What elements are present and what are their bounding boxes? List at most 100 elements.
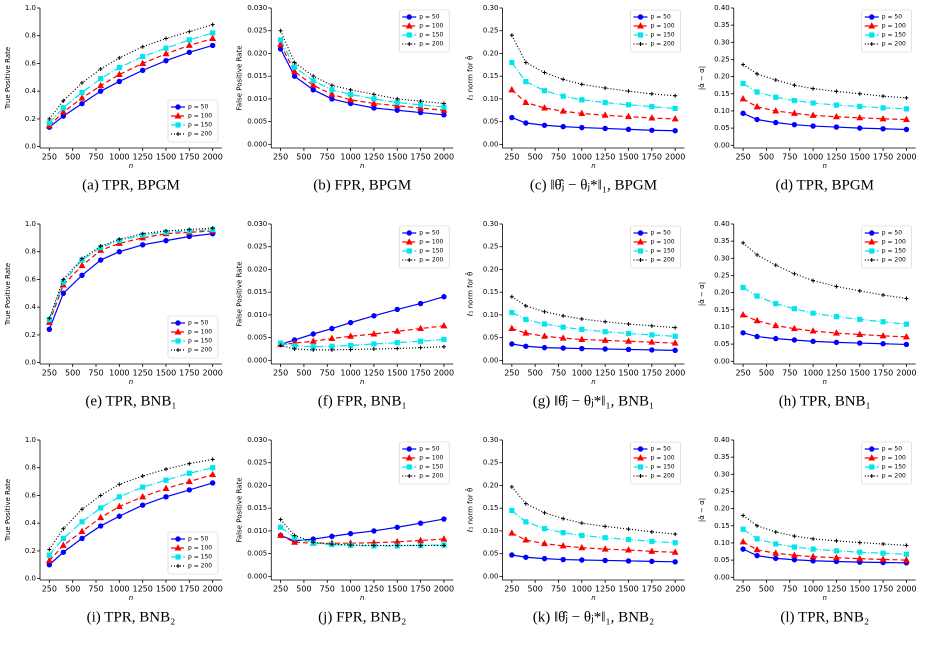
marker (394, 99, 400, 106)
legend-box (861, 9, 913, 53)
x-axis-label: n (129, 378, 133, 386)
marker (309, 337, 317, 344)
legend-marker (175, 104, 181, 110)
panel: 0.00 0.05 0.10 0.15 0.20 0.25 0.30 0.35 0.40 250 5… (698, 4, 917, 193)
series-line (742, 314, 907, 338)
legend-label: p = 150 (188, 554, 212, 561)
legend-marker (637, 22, 644, 29)
marker (348, 347, 353, 352)
legend-label: p = 150 (419, 464, 443, 471)
legend-marker (868, 22, 876, 29)
x-tick-label: 1000 (340, 153, 360, 162)
x-tick-label: 250 (42, 585, 57, 594)
x-tick-label: 1500 (387, 585, 407, 594)
x-tick-label: 1500 (387, 153, 407, 162)
legend-box (630, 225, 681, 269)
marker (210, 30, 216, 36)
y-tick-label: 0.25 (714, 487, 730, 495)
marker (328, 90, 336, 97)
marker (393, 327, 401, 334)
legend-marker (638, 258, 643, 262)
legend-marker (869, 464, 875, 470)
marker (164, 228, 168, 233)
x-tick-label: 750 (782, 369, 797, 378)
y-tick-label: 0.05 (714, 124, 730, 132)
marker (163, 494, 169, 500)
marker (741, 240, 746, 245)
marker (542, 309, 547, 314)
y-tick-label: 0.40 (714, 436, 730, 444)
marker (115, 70, 123, 78)
marker (773, 119, 779, 126)
legend-marker (406, 464, 412, 470)
legend-marker (869, 474, 874, 478)
marker (856, 554, 864, 562)
marker (601, 336, 609, 343)
y-tick-label: 0.2 (25, 331, 36, 339)
marker (47, 116, 52, 121)
y-tick-label: 1.0 (25, 220, 36, 228)
legend-label: p = 200 (882, 473, 906, 480)
x-axis-label: n (591, 594, 595, 602)
marker (773, 555, 779, 562)
marker (772, 321, 780, 329)
marker (904, 543, 909, 548)
legend-marker (174, 328, 182, 335)
y-tick-label: 0.015 (247, 288, 267, 296)
y-axis-label: |α̂ − α| (698, 282, 706, 306)
x-tick-label: 1000 (109, 369, 129, 378)
marker (560, 324, 566, 330)
marker (810, 123, 816, 129)
marker (903, 551, 910, 557)
marker (78, 261, 86, 269)
marker (602, 535, 608, 541)
marker (395, 543, 400, 548)
x-tick-label: 1750 (642, 369, 662, 378)
series-line (511, 486, 676, 535)
marker (98, 244, 103, 249)
legend-marker (175, 122, 181, 128)
legend-box (398, 441, 450, 485)
marker (625, 112, 632, 120)
x-tick-label: 1500 (156, 369, 176, 378)
legend-label: p = 50 (188, 104, 208, 111)
marker (185, 41, 193, 48)
x-tick-label: 1750 (179, 153, 199, 162)
marker (440, 535, 448, 542)
legend-label: p = 150 (651, 32, 675, 39)
marker (441, 104, 447, 110)
marker (857, 288, 862, 293)
marker (740, 110, 746, 117)
x-tick-label: 750 (320, 153, 335, 162)
y-tick-label: 0.20 (483, 49, 499, 57)
marker (648, 338, 656, 345)
marker (329, 533, 335, 540)
marker (672, 540, 678, 546)
legend-box (167, 315, 219, 359)
x-tick-label: 2000 (665, 585, 685, 594)
marker (97, 88, 104, 94)
legend-label: p = 100 (882, 23, 906, 30)
marker (753, 316, 761, 324)
x-tick-label: 1500 (156, 153, 176, 162)
marker (139, 242, 146, 248)
series-line (48, 230, 213, 323)
x-axis-label: n (360, 162, 364, 170)
marker (522, 98, 530, 106)
y-tick-label: 0.20 (714, 289, 730, 297)
y-tick-label: 0.25 (483, 459, 499, 467)
marker (523, 79, 529, 85)
marker (46, 120, 52, 126)
marker (810, 546, 816, 552)
marker (755, 71, 760, 76)
legend-marker (405, 22, 413, 29)
y-tick-label: 0.15 (714, 522, 730, 530)
y-tick-label: 0.30 (714, 470, 730, 478)
marker (541, 104, 548, 111)
marker (79, 519, 85, 525)
panel: 0.0 0.2 0.4 0.6 0.8 1.0 250 500 750 1000 1250 1500 1… (4, 220, 223, 409)
marker (753, 102, 761, 110)
caption: (l) TPR, BNB₂ (780, 609, 869, 625)
y-tick-label: 0.05 (483, 118, 499, 126)
